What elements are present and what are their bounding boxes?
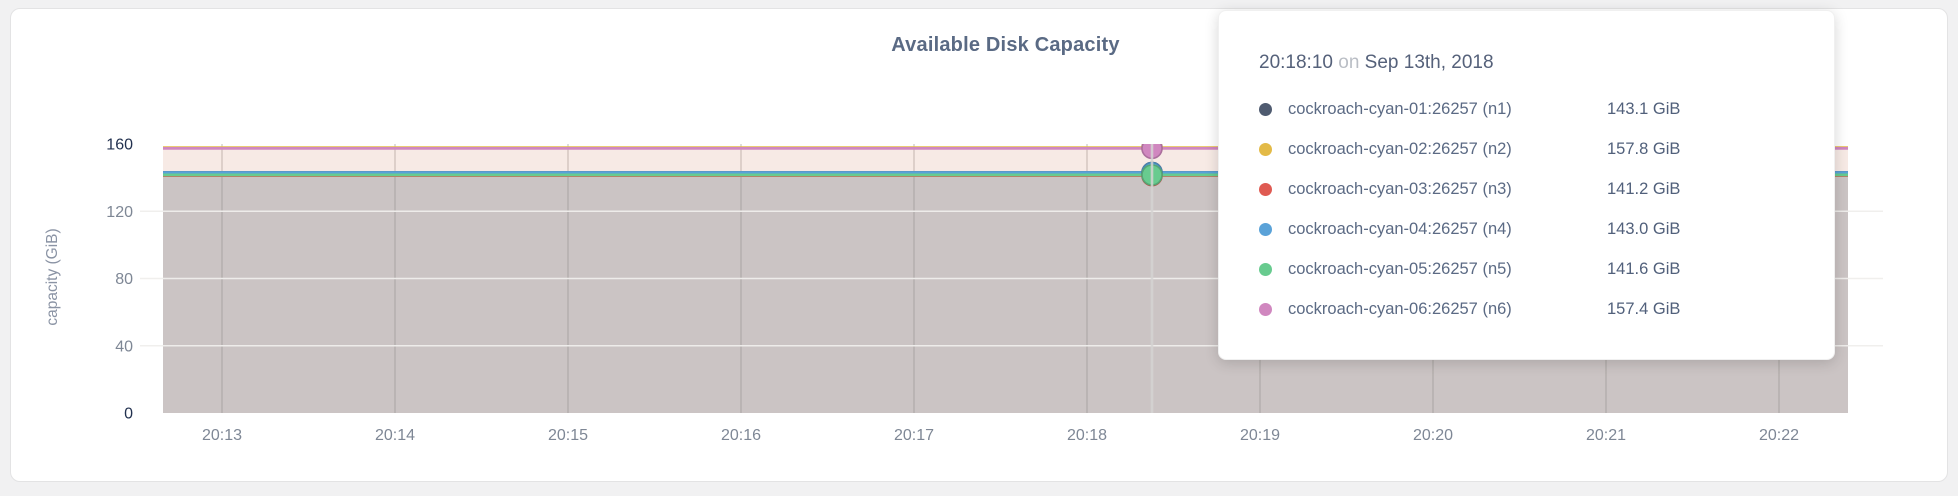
series-value: 141.2 GiB: [1607, 179, 1681, 198]
series-color-dot: [1259, 102, 1272, 116]
tooltip-row: cockroach-cyan-02:26257 (n2) 157.8 GiB: [1259, 129, 1804, 169]
hover-tooltip: 20:18:10 on Sep 13th, 2018 cockroach-cya…: [1218, 10, 1835, 360]
series-value: 157.4 GiB: [1607, 299, 1681, 318]
series-name: cockroach-cyan-06:26257 (n6): [1288, 299, 1512, 318]
x-tick-label: 20:13: [202, 427, 242, 444]
x-tick-label: 20:19: [1240, 427, 1280, 444]
tooltip-row: cockroach-cyan-06:26257 (n6) 157.4 GiB: [1259, 289, 1804, 329]
tooltip-rows: cockroach-cyan-01:26257 (n1) 143.1 GiB coc…: [1259, 89, 1804, 329]
x-tick-label: 20:14: [375, 427, 415, 444]
series-value: 157.8 GiB: [1607, 139, 1681, 158]
series-color-dot: [1259, 222, 1272, 236]
chart-title: Available Disk Capacity: [891, 34, 1120, 56]
tooltip-row: cockroach-cyan-03:26257 (n3) 141.2 GiB: [1259, 169, 1804, 209]
tooltip-header: 20:18:10 on Sep 13th, 2018: [1259, 49, 1804, 77]
y-tick-label: 40: [115, 338, 133, 355]
series-name: cockroach-cyan-03:26257 (n3): [1288, 179, 1512, 198]
y-tick-label: 0: [124, 406, 133, 423]
x-tick-label: 20:17: [894, 427, 934, 444]
series-name: cockroach-cyan-01:26257 (n1): [1288, 99, 1512, 118]
tooltip-row: cockroach-cyan-01:26257 (n1) 143.1 GiB: [1259, 89, 1804, 129]
x-tick-label: 20:15: [548, 427, 588, 444]
series-color-dot: [1259, 182, 1272, 196]
tooltip-row: cockroach-cyan-05:26257 (n5) 141.6 GiB: [1259, 249, 1804, 289]
x-tick-label: 20:21: [1586, 427, 1626, 444]
tooltip-row: cockroach-cyan-04:26257 (n4) 143.0 GiB: [1259, 209, 1804, 249]
series-color-dot: [1259, 302, 1272, 316]
series-value: 143.1 GiB: [1607, 99, 1681, 118]
series-value: 141.6 GiB: [1607, 259, 1681, 278]
series-color-dot: [1259, 262, 1272, 276]
tooltip-time: 20:18:10: [1259, 52, 1333, 73]
series-name: cockroach-cyan-04:26257 (n4): [1288, 219, 1512, 238]
x-tick-label: 20:22: [1759, 427, 1799, 444]
tooltip-separator: on: [1338, 52, 1360, 73]
series-value: 143.0 GiB: [1607, 219, 1681, 238]
y-axis-title-text: capacity (GiB): [44, 228, 61, 326]
x-tick-label: 20:20: [1413, 427, 1453, 444]
x-tick-label: 20:18: [1067, 427, 1107, 444]
x-tick-label: 20:16: [721, 427, 761, 444]
series-name: cockroach-cyan-02:26257 (n2): [1288, 139, 1512, 158]
series-name: cockroach-cyan-05:26257 (n5): [1288, 259, 1512, 278]
tooltip-date: Sep 13th, 2018: [1364, 52, 1494, 73]
y-tick-label: 160: [106, 137, 133, 154]
series-color-dot: [1259, 142, 1272, 156]
y-tick-label: 80: [115, 271, 133, 288]
y-tick-label: 120: [106, 204, 133, 221]
